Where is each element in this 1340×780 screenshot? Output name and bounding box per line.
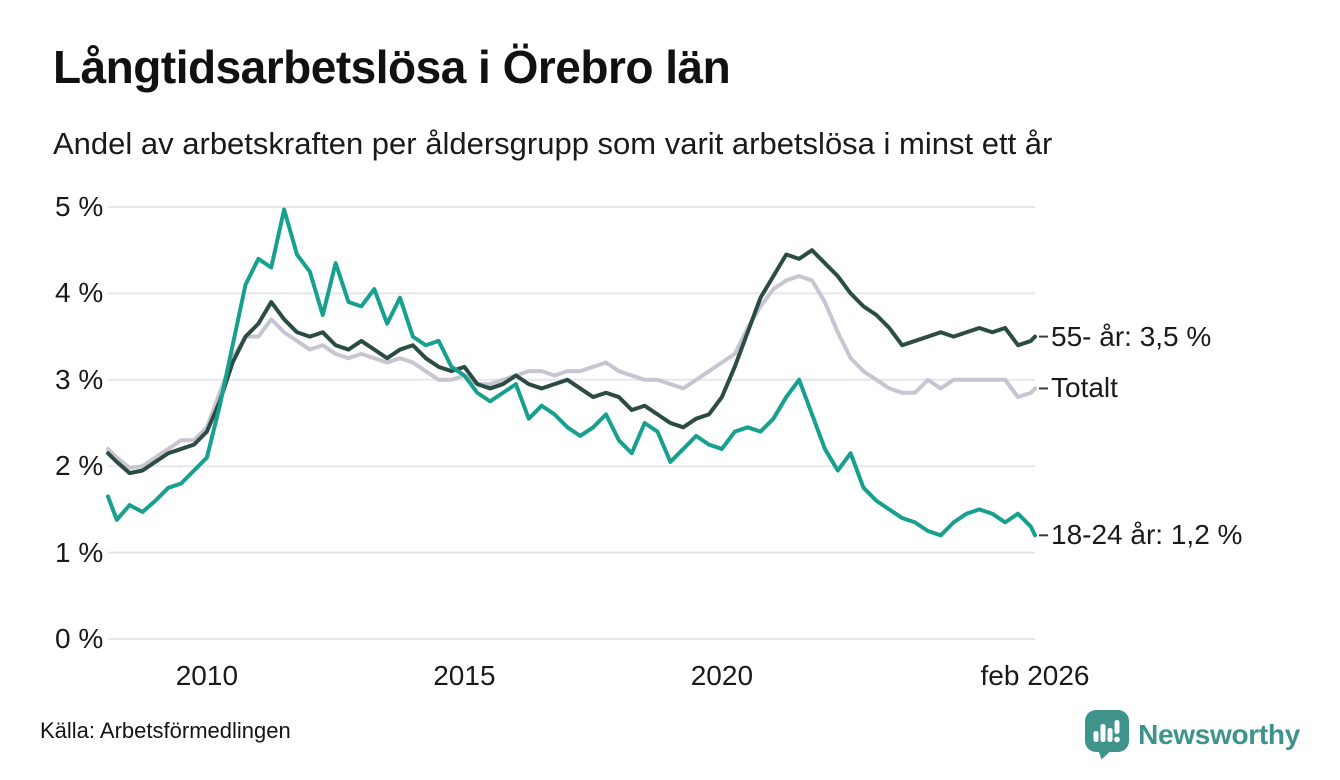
series-label-18-24-r: 18-24 år: 1,2 % (1051, 519, 1243, 551)
y-tick-label: 3 % (55, 363, 104, 395)
page-subtitle: Andel av arbetskraften per åldersgrupp s… (53, 126, 1053, 161)
x-tick-label: 2010 (175, 660, 239, 691)
y-tick-label: 5 % (55, 191, 104, 222)
series-line-18-24-r (106, 207, 1037, 538)
series-label-totalt: Totalt (1051, 372, 1118, 404)
y-tick-label: 0 % (55, 623, 104, 654)
source-note: Källa: Arbetsförmedlingen (40, 718, 291, 743)
x-tick-label: 2015 (433, 660, 496, 691)
series-line-55-r (106, 248, 1037, 476)
y-tick-label: 1 % (55, 536, 104, 568)
y-tick-label: 4 % (55, 277, 104, 309)
x-tick-label: feb 2026 (980, 660, 1090, 691)
newsworthy-brand: Newsworthy (1085, 710, 1300, 760)
page-title: Långtidsarbetslösa i Örebro län (53, 41, 731, 93)
x-tick-label: 2020 (690, 660, 754, 691)
newsworthy-logo-icon (1085, 710, 1130, 760)
series-label-55-r: 55- år: 3,5 % (1051, 320, 1212, 352)
newsworthy-wordmark: Newsworthy (1138, 719, 1300, 750)
series-line-totalt (106, 274, 1037, 470)
y-tick-label: 2 % (55, 450, 104, 482)
